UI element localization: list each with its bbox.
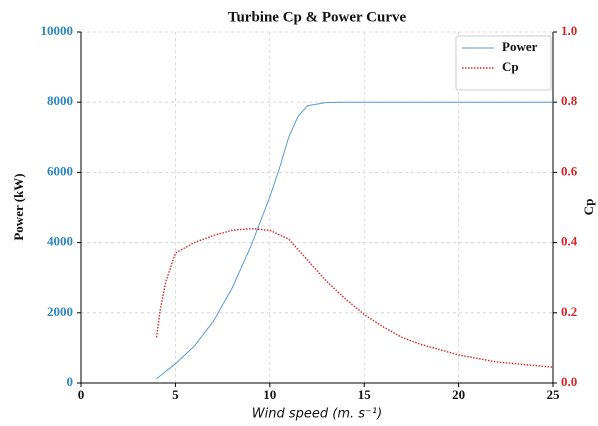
y2-tick-label: 0.4 bbox=[561, 234, 578, 249]
x-tick-label: 10 bbox=[263, 387, 276, 402]
x-tick-label: 25 bbox=[547, 387, 561, 402]
x-tick-label: 5 bbox=[172, 387, 179, 402]
y-axis-label: Power (kW) bbox=[11, 173, 26, 240]
y-tick-label: 4000 bbox=[47, 234, 73, 249]
y2-tick-label: 0.8 bbox=[561, 93, 578, 108]
y-tick-label: 8000 bbox=[47, 93, 73, 108]
series-line bbox=[155, 227, 554, 368]
y-tick-label: 6000 bbox=[47, 163, 73, 178]
y-tick-label: 10000 bbox=[41, 23, 74, 38]
y-tick-label: 0 bbox=[67, 374, 74, 389]
x-axis-label: Wind speed (m. s⁻¹) bbox=[252, 407, 382, 422]
y2-axis-label: Cp bbox=[581, 199, 596, 216]
series-line bbox=[156, 101, 553, 380]
legend-box bbox=[455, 35, 552, 91]
y-tick-label: 2000 bbox=[47, 304, 73, 319]
legend-label: Cp bbox=[502, 59, 519, 74]
legend-label: Power bbox=[502, 39, 538, 54]
chart-title: Turbine Cp & Power Curve bbox=[228, 9, 407, 25]
y2-tick-label: 0.2 bbox=[561, 304, 577, 319]
y2-tick-label: 1.0 bbox=[561, 23, 577, 38]
x-tick-label: 20 bbox=[452, 387, 465, 402]
x-tick-label: 15 bbox=[358, 387, 372, 402]
y2-tick-label: 0.6 bbox=[561, 163, 578, 178]
x-tick-label: 0 bbox=[78, 387, 85, 402]
y2-tick-label: 0.0 bbox=[561, 374, 577, 389]
